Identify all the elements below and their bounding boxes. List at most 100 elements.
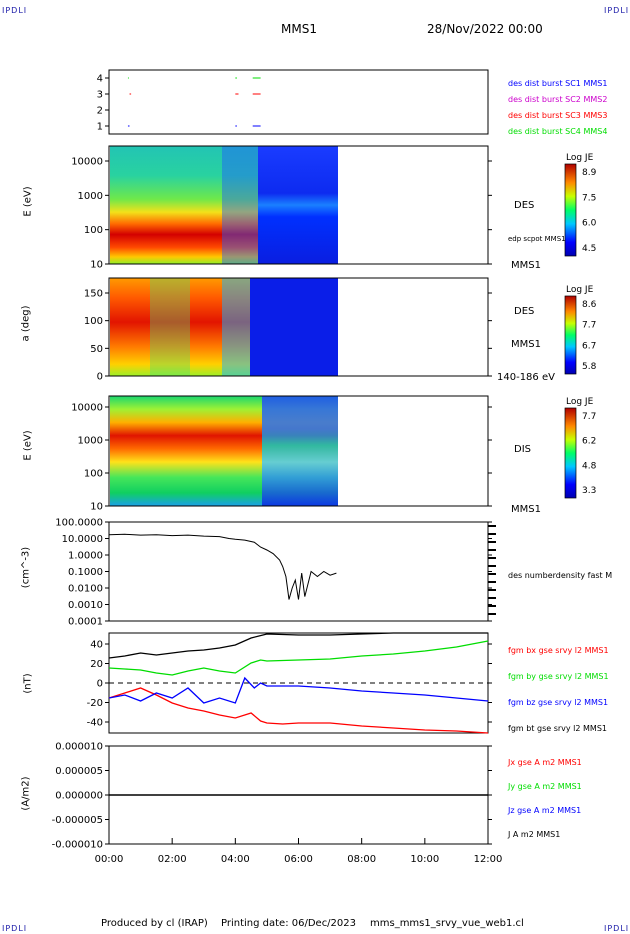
dis-energy-label: 1000 — [78, 436, 103, 447]
side-annotations: DES edp scpot MMS1 MMS1 DES MMS1 140-186 eV DI… — [497, 153, 612, 580]
burst-frame — [108, 69, 489, 135]
des-pitch-colorbar-title: Log JE — [566, 285, 594, 295]
burst-yticks: 1 2 3 4 — [97, 74, 109, 133]
dis-energy-yticks: 10000 1000 100 10 — [71, 403, 492, 513]
current-panel: 0.000010 0.000005 0.000000 -0.000005 -0.0000… — [52, 742, 582, 851]
time-tick-label: 00:00 — [95, 854, 124, 865]
corner-mark-bottom-left: IPDLI — [2, 924, 28, 933]
density-label: 10.0000 — [62, 534, 103, 545]
des-pitch-bottom-label: 140-186 eV — [497, 372, 555, 383]
burst-tick-label: 1 — [97, 122, 103, 133]
des-pitch-label: DES — [514, 306, 534, 317]
des-energy-label: 1000 — [78, 191, 103, 202]
fgm-legend-entry: fgm by gse srvy l2 MMS1 — [508, 672, 609, 681]
des-energy-bottom-label: MMS1 — [511, 260, 541, 271]
density-legend-entry: des numberdensity fast M — [508, 571, 612, 580]
density-series-line — [108, 533, 337, 600]
fgm-series-line — [108, 632, 488, 659]
des-pitch-label: 150 — [84, 289, 103, 300]
corner-mark-top-left: IPDLI — [2, 6, 28, 15]
des-energy-colorbar-tick-label: 7.5 — [582, 193, 596, 203]
burst-legend-entry: des dist burst SC2 MMS2 — [508, 95, 607, 104]
fgm-series-line — [108, 687, 489, 734]
current-label: 0.000005 — [55, 766, 103, 777]
density-frame — [108, 521, 489, 622]
current-label: 0.000010 — [55, 742, 103, 753]
burst-tick-label: 2 — [97, 106, 103, 117]
des-pitch-yticks: 150 100 50 0 — [84, 289, 492, 383]
dis-energy-colorbar-tick-label: 3.3 — [582, 486, 596, 496]
burst-tick-label: 3 — [97, 90, 103, 101]
fgm-legend-entry: fgm bx gse srvy l2 MMS1 — [508, 646, 609, 655]
dis-energy-bottom-label: MMS1 — [511, 504, 541, 515]
corner-mark-bottom-right: IPDLI — [604, 924, 630, 933]
des-energy-colorbar-bar — [564, 163, 577, 257]
current-label: -0.000010 — [52, 840, 103, 851]
time-tick-label: 04:00 — [221, 854, 250, 865]
dis-energy-panel: 10000 1000 100 10 — [71, 395, 492, 513]
footer-produced-by: Produced by cl (IRAP) — [101, 918, 208, 929]
time-tick-label: 06:00 — [284, 854, 313, 865]
current-legend-entry: Jz gse A m2 MMS1 — [507, 806, 581, 815]
time-tick-label: 08:00 — [347, 854, 376, 865]
footer-file: mms_mms1_srvy_vue_web1.cl — [370, 918, 524, 929]
burst-legend-entry: des dist burst SC3 MMS3 — [508, 111, 607, 120]
des-pitch-panel: 150 100 50 0 — [84, 277, 492, 383]
des-energy-colorbar-tick-label: 8.9 — [582, 168, 597, 178]
density-label: 1.0000 — [68, 551, 103, 562]
density-yticks: 100.0000 10.0000 1.0000 0.1000 0.0100 0.0010 0… — [55, 518, 492, 628]
des-pitch-label: 50 — [90, 344, 103, 355]
fgm-label: 40 — [90, 640, 103, 651]
current-legend-entry: Jx gse A m2 MMS1 — [507, 758, 582, 767]
des-pitch-label: 100 — [84, 316, 103, 327]
des-pitch-colorbar-tick-label: 6.7 — [582, 341, 596, 351]
current-label: -0.000005 — [52, 815, 103, 826]
density-label: 100.0000 — [55, 518, 103, 529]
des-pitch-colorbar-tick-label: 8.6 — [582, 300, 597, 310]
footer-printing-date: Printing date: 06/Dec/2023 — [221, 918, 357, 929]
des-pitch-colorbar-tick-label: 7.7 — [582, 321, 596, 331]
dis-energy-label: 100 — [84, 469, 103, 480]
fgm-series-line — [108, 640, 489, 676]
spacecraft-title: MMS1 — [281, 22, 317, 36]
density-label: 0.0100 — [68, 584, 103, 595]
density-panel: 100.0000 10.0000 1.0000 0.1000 0.0100 0.0010 0… — [55, 518, 496, 628]
time-tick-label: 02:00 — [158, 854, 187, 865]
burst-marks — [127, 77, 261, 127]
des-energy-yticks: 10000 1000 100 10 — [71, 157, 492, 271]
des-energy-label: 10000 — [71, 157, 103, 168]
time-tick-label: 10:00 — [410, 854, 439, 865]
des-energy-colorbar-title: Log JE — [566, 153, 594, 163]
fgm-label: 0 — [97, 679, 103, 690]
des-pitch-spectrogram-right — [250, 278, 338, 376]
time-tick-label: 12:00 — [474, 854, 503, 865]
fgm-series-line — [108, 676, 489, 704]
burst-tick-label: 4 — [97, 74, 103, 85]
fgm-legend-entry: fgm bt gse srvy l2 MMS1 — [508, 724, 607, 733]
time-axis: 00:00 02:00 04:00 06:00 08:00 10:00 12:00 — [95, 838, 503, 865]
current-label: 0.000000 — [55, 791, 103, 802]
dis-energy-colorbar-title: Log JE — [566, 397, 594, 407]
dis-energy-label: 10000 — [71, 403, 103, 414]
des-pitch-colorbar-tick-label: 5.8 — [582, 362, 597, 372]
dis-energy-label: DIS — [514, 444, 531, 455]
des-energy-transition-band — [222, 146, 258, 264]
current-legend-entry: J A m2 MMS1 — [507, 830, 560, 839]
dis-energy-colorbar-bar — [564, 407, 577, 499]
dis-energy-label: 10 — [90, 502, 103, 513]
burst-legend: des dist burst SC1 MMS1 des dist burst SC… — [508, 79, 607, 136]
des-energy-colorbar-tick-label: 6.0 — [582, 219, 597, 229]
density-lines — [108, 525, 496, 615]
fgm-legend-entry: fgm bz gse srvy l2 MMS1 — [508, 698, 608, 707]
fgm-label: 20 — [90, 659, 103, 670]
fgm-label: -40 — [87, 718, 103, 729]
corner-mark-top-right: IPDLI — [604, 6, 630, 15]
dis-energy-colorbar-tick-label: 4.8 — [582, 461, 597, 471]
dis-energy-frame — [108, 395, 489, 507]
current-legend-entry: Jy gse A m2 MMS1 — [507, 782, 582, 791]
current-yticks: 0.000010 0.000005 0.000000 -0.000005 -0.0000… — [52, 742, 492, 851]
burst-legend-entry: des dist burst SC1 MMS1 — [508, 79, 607, 88]
